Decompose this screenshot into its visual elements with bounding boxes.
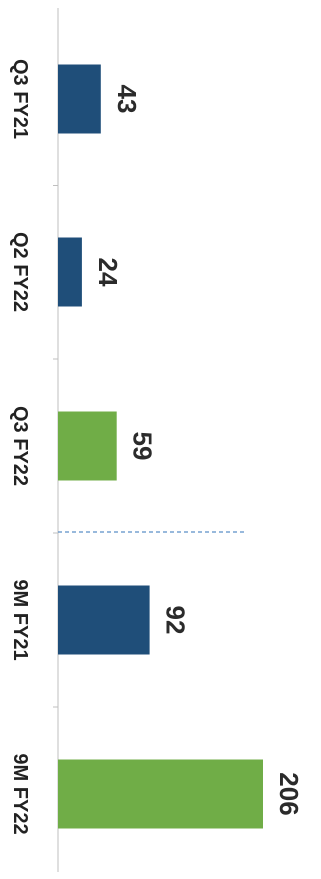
value-label: 206	[274, 772, 304, 815]
value-label: 43	[112, 85, 142, 114]
category-label: Q3 FY21	[9, 59, 31, 139]
category-label: 9M FY21	[9, 579, 31, 660]
value-label: 59	[128, 432, 158, 461]
bars-group	[53, 64, 263, 829]
category-label: Q2 FY22	[9, 232, 31, 312]
bar-q3-fy21	[58, 64, 101, 134]
bar-q3-fy22	[58, 411, 117, 481]
category-label: 9M FY22	[9, 753, 31, 834]
bar-9m-fy22	[58, 759, 263, 829]
bar-9m-fy21	[58, 585, 150, 655]
labels-group: Q3 FY21 43 Q2 FY22 24 Q3 FY22 59 9M FY21 92 9M F…	[9, 59, 304, 835]
category-label: Q3 FY22	[9, 406, 31, 486]
value-label: 24	[93, 258, 123, 287]
value-label: 92	[161, 606, 191, 635]
bar-q2-fy22	[58, 237, 82, 307]
